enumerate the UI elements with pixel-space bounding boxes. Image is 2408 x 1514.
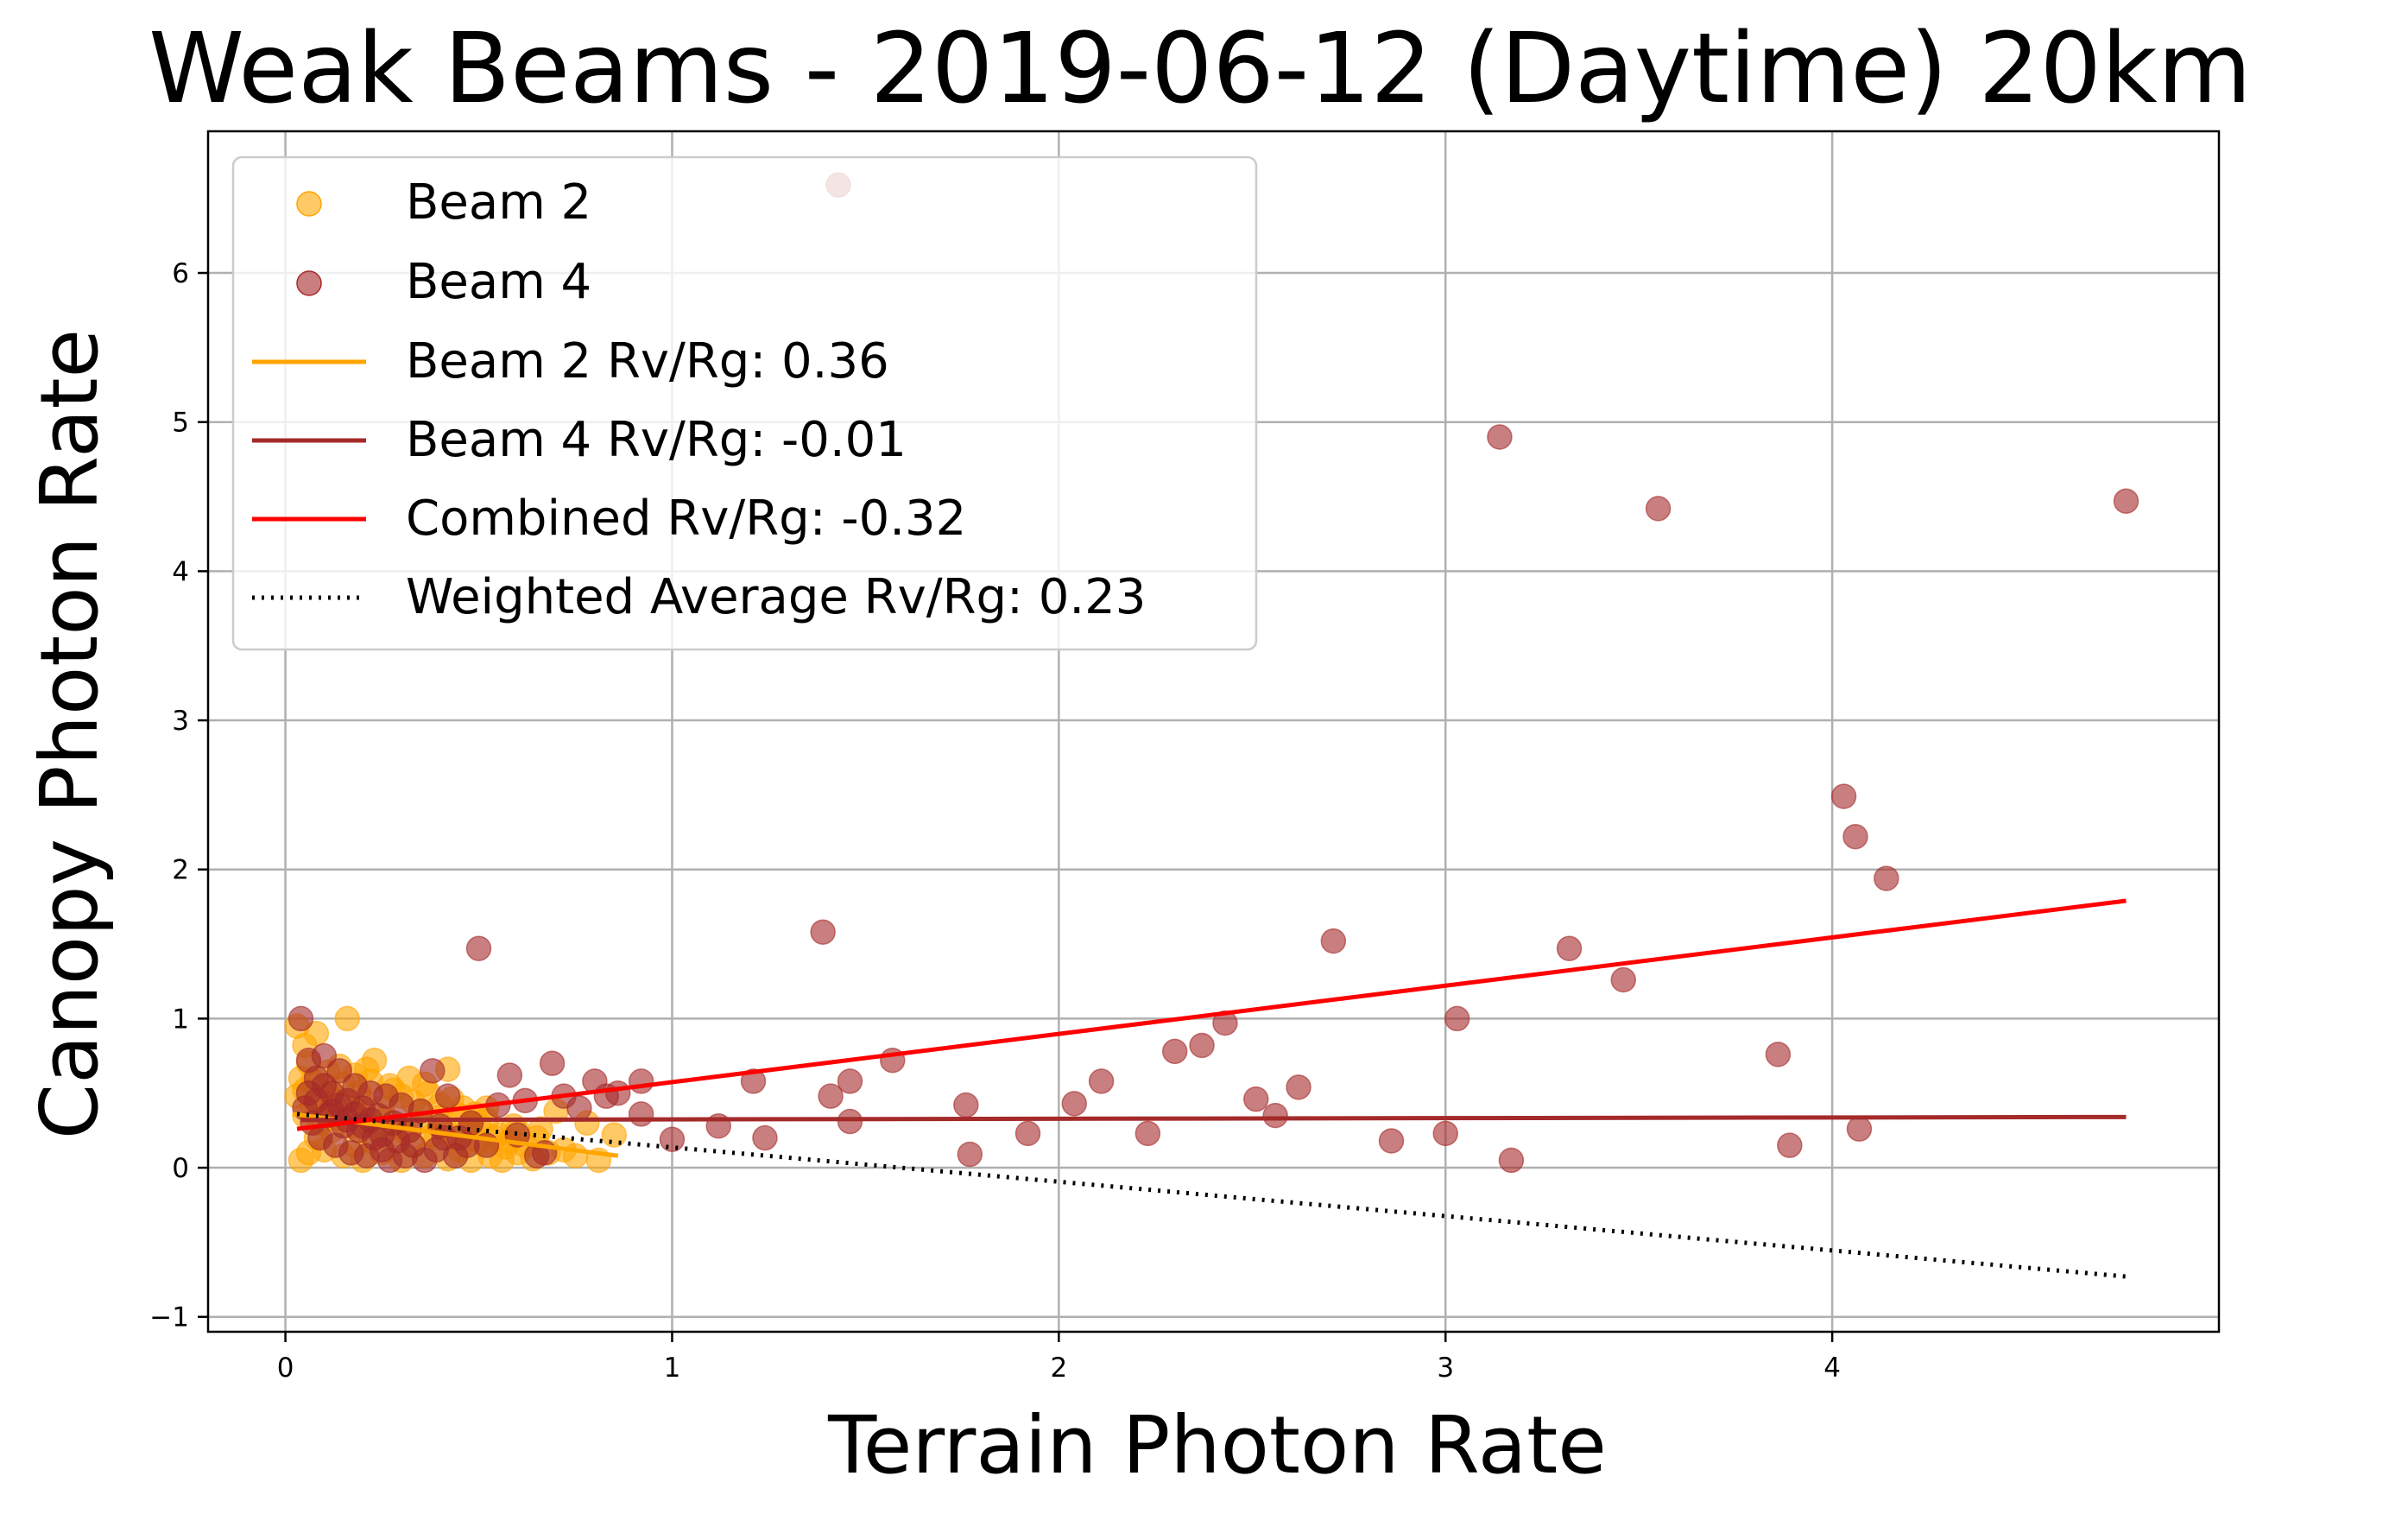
beam-4-point	[752, 1124, 778, 1151]
beam-4-point	[2113, 488, 2139, 514]
beam-4-point	[1487, 424, 1513, 450]
combined-fit-line	[296, 898, 2127, 1131]
beam-4-point	[1189, 1032, 1215, 1059]
plot-frame	[206, 130, 2221, 1333]
beam-4-point	[420, 1058, 446, 1084]
y-tick-label: 6	[172, 258, 189, 289]
beam-4-point	[1134, 1120, 1161, 1147]
beam-4-point	[605, 1080, 631, 1106]
beam-2-point	[601, 1122, 628, 1148]
beam-4-point	[465, 935, 492, 961]
beam-4-point	[1556, 935, 1583, 961]
beam-4-point	[628, 1101, 654, 1127]
beam-4-point	[326, 1058, 353, 1084]
beam-4-point	[311, 1042, 338, 1069]
beam-4-point	[566, 1095, 592, 1121]
beam-4-point	[1765, 1042, 1792, 1067]
beam-4-point	[1645, 496, 1672, 522]
x-tick-label: 3	[1437, 1352, 1454, 1384]
beam-4-point	[837, 1108, 863, 1135]
beam-2-point	[303, 1020, 330, 1047]
y-tick-label: 5	[172, 408, 189, 439]
beam-4-point	[740, 1068, 767, 1094]
legend-marker-beam-2	[296, 191, 322, 217]
beam-4-point	[496, 1062, 523, 1088]
x-axis-label: Terrain Photon Rate	[827, 1399, 1607, 1492]
x-axis-ticks: 0 1 2 3 4	[277, 1332, 1841, 1384]
beam-4-point	[434, 1083, 461, 1109]
beam-4-point	[1378, 1128, 1405, 1154]
beam-4-point	[1088, 1068, 1115, 1094]
beam-4-point	[1777, 1132, 1803, 1158]
beam-4-point	[1320, 928, 1347, 954]
beam-4-point	[1212, 1010, 1238, 1036]
beam-4-point	[1830, 783, 1857, 809]
y-tick-label: 1	[172, 1004, 189, 1035]
y-tick-label: 4	[172, 556, 189, 587]
beam-4-point	[1498, 1147, 1525, 1174]
legend-marker-beam-4	[296, 270, 322, 296]
y-tick-label: 0	[172, 1153, 189, 1184]
beam-4-point	[1286, 1074, 1311, 1100]
beam-4-point	[1444, 1005, 1470, 1032]
y-axis-ticks: −1 0 1 2 3 4 5 6	[149, 258, 208, 1333]
beam-4-point	[539, 1050, 566, 1076]
beam-4-point	[1874, 865, 1899, 891]
beam-4-point	[957, 1141, 983, 1168]
beam-4-point	[311, 1073, 338, 1099]
legend-label-beam-2-fit: Beam 2 Rv/Rg: 0.36	[406, 333, 889, 390]
legend-label-weighted-average: Weighted Average Rv/Rg: 0.23	[406, 569, 1146, 625]
beam-4-point	[1014, 1120, 1041, 1147]
beam-4-point	[818, 1083, 844, 1109]
beam-2-point	[334, 1005, 360, 1032]
legend-label-beam-4-fit: Beam 4 Rv/Rg: -0.01	[406, 412, 907, 468]
beam-4-point	[810, 919, 836, 945]
chart-title: Weak Beams - 2019-06-12 (Daytime) 20km	[149, 13, 2252, 125]
beam-4-point	[659, 1126, 686, 1153]
fit-lines	[293, 898, 2127, 1279]
beam-4-point	[458, 1110, 484, 1137]
x-tick-label: 2	[1050, 1352, 1067, 1384]
y-axis-label: Canopy Photon Rate	[23, 329, 116, 1139]
beam-4-point	[1243, 1086, 1269, 1112]
legend-box	[231, 155, 1258, 651]
beam-4-point	[1842, 823, 1868, 850]
beam-4-point	[628, 1068, 654, 1094]
beam-4-point	[1432, 1120, 1458, 1147]
beam-4-point	[1262, 1102, 1288, 1129]
beam-4-point	[837, 1068, 863, 1094]
y-tick-label: −1	[149, 1302, 189, 1333]
beam-4-point	[1610, 966, 1637, 993]
x-tick-label: 1	[664, 1352, 681, 1384]
x-tick-label: 0	[277, 1352, 294, 1384]
beam-4-point	[288, 1005, 314, 1032]
legend-label-combined-fit: Combined Rv/Rg: -0.32	[406, 491, 966, 547]
legend: Beam 2 Beam 4 Beam 2 Rv/Rg: 0.36 Beam 4 …	[231, 155, 1258, 651]
y-tick-label: 2	[172, 855, 189, 886]
beam-4-point	[1161, 1038, 1188, 1065]
y-tick-label: 3	[172, 706, 189, 737]
x-tick-label: 4	[1823, 1352, 1841, 1384]
beam-4-point	[1846, 1116, 1873, 1142]
beam-4-fit-line	[300, 1114, 2127, 1123]
weighted-average-line	[296, 1112, 2127, 1279]
legend-label-beam-4: Beam 4	[406, 254, 591, 310]
beam-4-point	[953, 1092, 979, 1118]
legend-label-beam-2: Beam 2	[406, 174, 591, 231]
beam-4-point	[1061, 1091, 1088, 1117]
